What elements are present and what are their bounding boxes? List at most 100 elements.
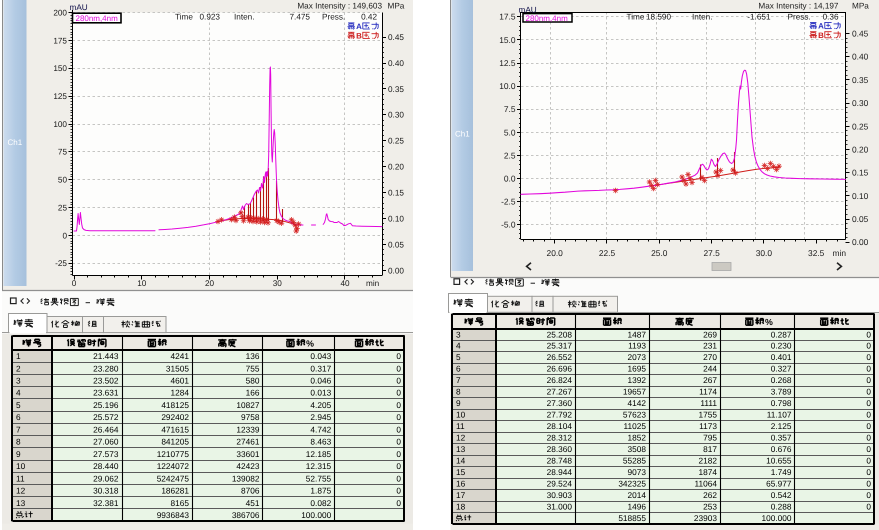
svg-text:23.631: 23.631 <box>93 388 119 398</box>
svg-text:8: 8 <box>456 387 461 397</box>
svg-text:0.42: 0.42 <box>361 12 377 21</box>
svg-text:580: 580 <box>246 375 260 385</box>
svg-text:231: 231 <box>703 341 717 351</box>
svg-text:4: 4 <box>456 341 461 351</box>
svg-text:28.360: 28.360 <box>547 444 573 454</box>
svg-text:0.35: 0.35 <box>852 75 869 85</box>
svg-text:1111: 1111 <box>700 398 717 408</box>
svg-text:0.20: 0.20 <box>388 163 404 172</box>
svg-text:386706: 386706 <box>232 510 260 520</box>
svg-text:7.475: 7.475 <box>290 12 311 21</box>
svg-text:0.15: 0.15 <box>388 189 404 198</box>
svg-text:1755: 1755 <box>699 410 718 420</box>
svg-text:0.30: 0.30 <box>388 111 404 120</box>
svg-text:817: 817 <box>703 444 717 454</box>
svg-text:3: 3 <box>16 375 21 385</box>
svg-text:342325: 342325 <box>618 478 646 488</box>
svg-text:0: 0 <box>396 363 401 373</box>
svg-text:2182: 2182 <box>699 455 718 465</box>
svg-text:1: 1 <box>16 351 21 361</box>
svg-text:25.196: 25.196 <box>93 400 119 410</box>
svg-text:0.05: 0.05 <box>852 214 869 224</box>
svg-text:0: 0 <box>866 329 871 339</box>
svg-text:0: 0 <box>62 231 67 240</box>
svg-text:100.000: 100.000 <box>762 513 792 523</box>
svg-text:22.5: 22.5 <box>599 248 616 258</box>
svg-text:3.789: 3.789 <box>771 387 792 397</box>
svg-text:23.502: 23.502 <box>93 375 119 385</box>
svg-text:0.0: 0.0 <box>504 174 516 184</box>
svg-text:30.0: 30.0 <box>756 248 773 258</box>
svg-text:Press.: Press. <box>788 13 811 22</box>
svg-text:0: 0 <box>396 437 401 447</box>
svg-text:27461: 27461 <box>236 437 259 447</box>
svg-text:5242475: 5242475 <box>157 473 190 483</box>
svg-text:2.5: 2.5 <box>504 150 516 160</box>
svg-text:418125: 418125 <box>161 400 189 410</box>
svg-text:20.0: 20.0 <box>547 248 564 258</box>
svg-text:6: 6 <box>16 412 21 422</box>
svg-text:26.696: 26.696 <box>547 364 573 374</box>
svg-text:9: 9 <box>456 398 461 408</box>
svg-text:-5.0: -5.0 <box>501 220 516 230</box>
svg-text:0.45: 0.45 <box>388 33 404 42</box>
svg-text:0.317: 0.317 <box>310 363 331 373</box>
svg-text:0: 0 <box>866 364 871 374</box>
svg-text:0: 0 <box>866 433 871 443</box>
svg-text:28.944: 28.944 <box>547 467 573 477</box>
svg-text:1.749: 1.749 <box>771 467 792 477</box>
svg-text:2.945: 2.945 <box>310 412 331 422</box>
svg-text:518855: 518855 <box>618 513 646 523</box>
svg-text:8.463: 8.463 <box>310 437 331 447</box>
svg-text:0: 0 <box>396 498 401 508</box>
svg-text:0: 0 <box>866 352 871 362</box>
svg-text:0: 0 <box>866 387 871 397</box>
svg-text:Time: Time <box>175 12 193 21</box>
svg-text:27.267: 27.267 <box>547 387 573 397</box>
svg-text:0: 0 <box>866 467 871 477</box>
svg-text:0.401: 0.401 <box>771 352 792 362</box>
svg-text:7: 7 <box>16 424 21 434</box>
svg-text:1874: 1874 <box>699 467 718 477</box>
svg-text:10827: 10827 <box>236 400 259 410</box>
svg-text:33601: 33601 <box>236 449 259 459</box>
svg-text:1193: 1193 <box>628 341 646 351</box>
svg-text:31.000: 31.000 <box>547 501 573 511</box>
svg-text:0: 0 <box>396 388 401 398</box>
svg-text:0.082: 0.082 <box>310 498 331 508</box>
svg-text:0.013: 0.013 <box>310 388 331 398</box>
svg-text:1.875: 1.875 <box>310 486 331 496</box>
svg-text:20: 20 <box>205 279 215 288</box>
svg-text:25.208: 25.208 <box>547 329 573 339</box>
svg-text:28.312: 28.312 <box>547 433 573 443</box>
svg-text:0.10: 0.10 <box>388 214 404 223</box>
svg-text:10.0: 10.0 <box>499 81 516 91</box>
svg-text:27.060: 27.060 <box>93 437 119 447</box>
svg-text:Inten.: Inten. <box>234 12 255 21</box>
svg-text:0.05: 0.05 <box>388 240 404 249</box>
svg-text:0: 0 <box>396 400 401 410</box>
svg-text:0.00: 0.00 <box>852 237 869 247</box>
svg-text:136: 136 <box>246 351 260 361</box>
svg-text:%: % <box>765 317 773 327</box>
svg-text:1487: 1487 <box>628 329 647 339</box>
svg-text:0.230: 0.230 <box>771 341 792 351</box>
svg-text:280nm,4nm: 280nm,4nm <box>526 14 569 23</box>
svg-text:12.185: 12.185 <box>306 449 332 459</box>
svg-text:175: 175 <box>53 36 67 45</box>
svg-text:17: 17 <box>456 490 466 500</box>
svg-text:0.046: 0.046 <box>310 375 331 385</box>
svg-text:0.25: 0.25 <box>388 137 404 146</box>
svg-text:MPa: MPa <box>388 1 405 10</box>
svg-text:11064: 11064 <box>695 478 718 488</box>
svg-text:12: 12 <box>456 433 466 443</box>
svg-text:26.464: 26.464 <box>93 424 119 434</box>
svg-text:5: 5 <box>456 352 461 362</box>
svg-text:30.903: 30.903 <box>547 490 573 500</box>
svg-text:12.315: 12.315 <box>306 461 332 471</box>
svg-text:Time: Time <box>627 13 645 22</box>
svg-text:25: 25 <box>58 203 68 212</box>
svg-text:253: 253 <box>703 501 717 511</box>
svg-text:0.798: 0.798 <box>771 398 792 408</box>
svg-text:23903: 23903 <box>694 513 717 523</box>
